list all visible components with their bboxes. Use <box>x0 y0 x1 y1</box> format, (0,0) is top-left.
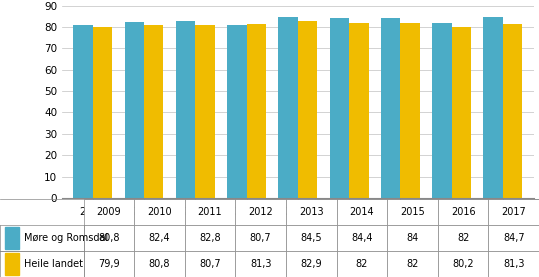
Text: Heile landet: Heile landet <box>24 259 83 269</box>
Bar <box>246 24 266 198</box>
Bar <box>144 25 163 198</box>
Bar <box>329 17 349 198</box>
Bar <box>503 24 522 198</box>
Bar <box>73 25 93 198</box>
Bar <box>93 27 112 198</box>
Bar <box>176 21 195 198</box>
Bar <box>400 23 420 198</box>
Bar <box>195 25 215 198</box>
Bar <box>298 21 317 198</box>
Text: Møre og Romsdal: Møre og Romsdal <box>24 233 108 243</box>
Bar <box>278 17 298 198</box>
Bar <box>5 253 19 275</box>
Bar <box>432 23 452 198</box>
Bar <box>125 22 144 198</box>
Bar <box>349 23 369 198</box>
Bar <box>483 17 503 198</box>
Bar <box>452 27 471 198</box>
Bar <box>381 18 400 198</box>
Bar <box>5 227 19 249</box>
Bar <box>227 25 246 198</box>
